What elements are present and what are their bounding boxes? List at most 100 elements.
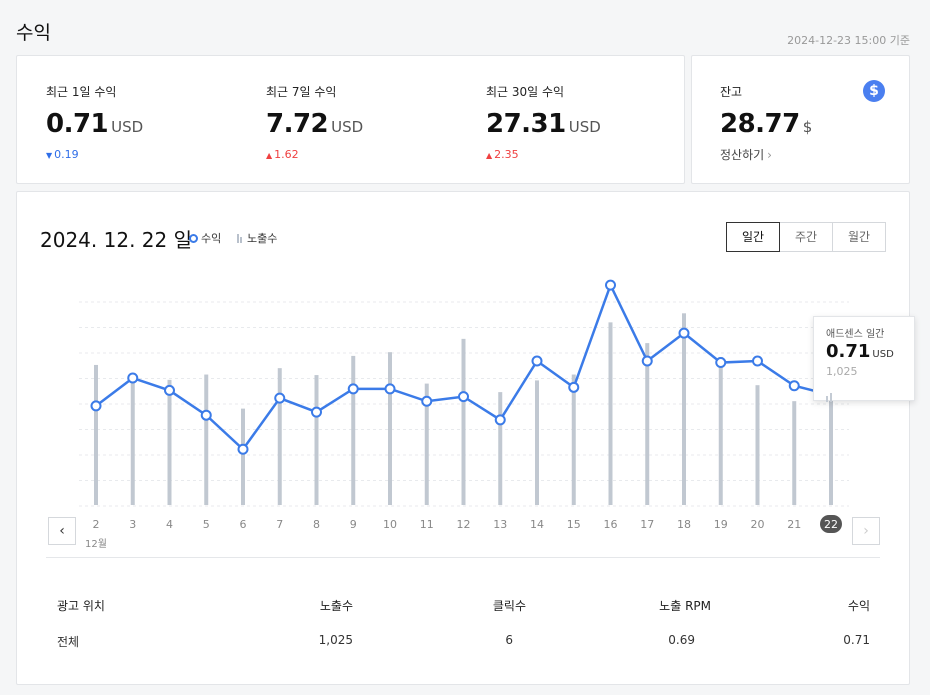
impressions-bar	[424, 383, 429, 505]
balance-card: 잔고 $ 28.77 $ 정산하기 ›	[691, 55, 910, 184]
x-tick-label: 17	[640, 518, 654, 531]
chevron-left-icon: ‹	[59, 523, 65, 539]
revenue-point	[200, 409, 212, 421]
settle-link[interactable]: 정산하기 ›	[720, 148, 772, 162]
circle-icon	[189, 234, 198, 243]
col-ad-position: 광고 위치	[57, 599, 105, 613]
col-revenue: 수익	[847, 599, 870, 613]
revenue-point	[678, 327, 690, 339]
impressions-bar	[718, 356, 723, 505]
period-tabs: 일간 주간 월간	[726, 222, 886, 252]
revenue-point	[715, 357, 727, 369]
x-tick-label: 11	[420, 518, 434, 531]
stat-label: 최근 30일 수익	[486, 85, 565, 99]
balance-label: 잔고	[720, 85, 743, 99]
impressions-bar	[682, 313, 686, 505]
impressions-bar	[130, 375, 135, 505]
tab-monthly[interactable]: 월간	[832, 222, 886, 252]
cell: 0.69	[668, 633, 695, 647]
stat-delta: ▲ 1.62	[266, 148, 299, 161]
revenue-point	[237, 443, 249, 455]
revenue-point	[568, 381, 580, 393]
revenue-point	[531, 355, 543, 367]
tab-weekly[interactable]: 주간	[779, 222, 833, 252]
tooltip-value: 0.71 USD	[826, 341, 894, 362]
col-impressions: 노출수	[319, 599, 353, 613]
x-tick-label: 13	[493, 518, 507, 531]
x-tick-label: 3	[129, 518, 136, 531]
x-tick-label: 8	[313, 518, 320, 531]
revenue-point	[384, 383, 396, 395]
stat-value: 27.31 USD	[486, 109, 601, 139]
chart-prev-button[interactable]: ‹	[48, 517, 76, 545]
x-tick-label: 18	[677, 518, 691, 531]
impressions-bar	[755, 385, 760, 505]
stat-delta: ▲ 2.35	[486, 148, 519, 161]
x-tick-label: 4	[166, 518, 173, 531]
revenue-point	[458, 391, 469, 403]
revenue-point	[127, 372, 139, 384]
summary-card: 최근 1일 수익 0.71 USD ▼ 0.19 최근 7일 수익 7.72 USD …	[16, 55, 685, 184]
down-arrow-icon: ▼	[46, 151, 53, 160]
impressions-bar	[645, 343, 650, 505]
chart-tooltip: 애드센스 일간 0.71 USD 1,025	[813, 316, 915, 402]
divider	[46, 557, 880, 558]
x-tick-label: 2	[93, 518, 100, 531]
tab-daily[interactable]: 일간	[726, 222, 780, 252]
impressions-bar	[204, 374, 209, 505]
cell: 6	[505, 633, 513, 647]
revenue-point	[347, 383, 359, 395]
page-title: 수익	[16, 22, 51, 44]
revenue-point	[274, 392, 286, 404]
x-tick-label: 7	[276, 518, 283, 531]
stat-delta: ▼ 0.19	[46, 148, 79, 161]
tooltip-title: 애드센스 일간	[826, 329, 885, 340]
chart-date: 2024. 12. 22 일	[40, 228, 192, 252]
x-tick-label: 14	[530, 518, 544, 531]
impressions-bar	[167, 379, 172, 505]
cell: 0.71	[843, 633, 870, 647]
revenue-point	[421, 395, 433, 407]
x-tick-label: 19	[714, 518, 728, 531]
stat-label: 최근 1일 수익	[46, 85, 117, 99]
x-tick-label: 6	[240, 518, 247, 531]
x-tick-label: 10	[383, 518, 397, 531]
legend-impressions: 노출수	[237, 230, 277, 246]
col-clicks: 클릭수	[492, 599, 526, 613]
impressions-bar	[461, 338, 466, 505]
impressions-bar	[388, 352, 392, 505]
chart-next-button[interactable]: ›	[852, 517, 880, 545]
up-arrow-icon: ▲	[266, 151, 273, 160]
x-tick-label: 9	[350, 518, 357, 531]
impressions-bar	[535, 380, 539, 505]
legend-revenue: 수익	[189, 230, 221, 246]
bar-icon	[826, 383, 834, 402]
impressions-bar	[241, 408, 245, 505]
x-tick-label: 20	[751, 518, 765, 531]
revenue-point	[788, 380, 800, 392]
impressions-bar	[792, 401, 797, 505]
impressions-bar	[829, 395, 833, 505]
chevron-right-icon: ›	[863, 523, 869, 539]
impressions-bar	[94, 364, 98, 505]
revenue-point	[605, 279, 616, 291]
x-tick-label: 5	[203, 518, 210, 531]
impressions-bar	[498, 392, 503, 505]
x-tick-label: 22	[824, 518, 838, 531]
x-tick-label: 16	[604, 518, 618, 531]
revenue-point	[752, 355, 763, 367]
impressions-bar	[277, 368, 282, 505]
revenue-chart-card: 2024. 12. 22 일 수익 노출수 일간 주간 월간 2 3 4 5 6 7 8 9 1…	[16, 191, 915, 685]
cell: 1,025	[318, 633, 353, 647]
x-tick-label: 21	[787, 518, 801, 531]
as-of-timestamp: 2024-12-23 15:00 기준	[787, 34, 910, 47]
revenue-point	[311, 406, 322, 418]
x-tick-label: 15	[567, 518, 581, 531]
stat-value: 7.72 USD	[266, 109, 364, 139]
col-rpm: 노출 RPM	[659, 599, 711, 613]
revenue-point	[641, 355, 653, 367]
revenue-point	[164, 384, 175, 396]
selected-day-badge	[820, 515, 842, 533]
bar-icon	[237, 233, 243, 246]
impressions-bar	[314, 375, 319, 505]
